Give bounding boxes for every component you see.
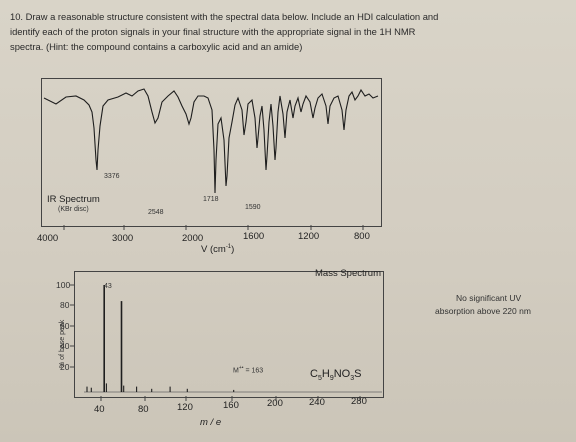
- ir-x-tick-label: 4000: [37, 233, 59, 244]
- ir-peak-label: 2548: [148, 209, 164, 216]
- uv-note-line-2: absorption above 220 nm: [435, 306, 531, 316]
- ms-x-tick-label: 240: [309, 397, 325, 408]
- ms-x-tick-label: 280: [351, 396, 367, 407]
- ms-x-tick-label: 120: [177, 402, 193, 413]
- ms-x-tick-label: 40: [94, 404, 105, 415]
- ms-peaks: [86, 285, 235, 392]
- ir-x-tick-label: 1200: [298, 231, 320, 242]
- ir-x-tick-label: 3000: [112, 233, 134, 244]
- question-text: 10. Draw a reasonable structure consiste…: [10, 9, 566, 54]
- ms-x-tick-label: 160: [223, 400, 239, 411]
- ir-spectrum-frame: [41, 78, 382, 227]
- ir-x-axis-label: V (cm-1): [201, 244, 235, 256]
- ms-molecular-formula: C5H9NO3S: [310, 368, 362, 383]
- ms-spectrum-frame: [74, 271, 384, 398]
- ir-peak-label: 3376: [104, 173, 120, 180]
- ir-trace: [43, 88, 379, 194]
- ms-x-tick-label: 80: [138, 404, 149, 415]
- ms-y-tick-label: 60: [60, 321, 70, 331]
- ms-title: Mass Spectrum: [315, 268, 381, 279]
- ms-y-tick-label: 100: [56, 280, 71, 290]
- ms-y-tick-label: 40: [60, 341, 70, 351]
- ir-x-tick-label: 800: [354, 231, 370, 242]
- ms-base-peak-label: 43: [104, 283, 112, 290]
- question-line-3: spectra. (Hint: the compound contains a …: [10, 41, 303, 52]
- question-line-2: identify each of the proton signals in y…: [10, 26, 416, 37]
- ir-peak-label: 1718: [203, 196, 219, 203]
- ms-x-tick-marks: [100, 396, 361, 401]
- ms-x-tick-label: 200: [267, 398, 283, 409]
- ir-x-tick-label: 1600: [243, 231, 265, 242]
- ms-x-axis-label: m / e: [200, 417, 222, 428]
- ir-subtitle: (KBr disc): [58, 206, 89, 213]
- ms-y-tick-label: 80: [60, 300, 70, 310]
- ir-x-tick-label: 2000: [182, 233, 204, 244]
- ms-y-tick-label: 20: [60, 362, 70, 372]
- ms-y-axis-label: % of base peak: [59, 319, 66, 368]
- uv-note-line-1: No significant UV: [456, 293, 522, 303]
- ir-peak-label: 1590: [245, 204, 261, 211]
- ir-x-tick-marks: [63, 225, 364, 230]
- ir-title: IR Spectrum: [47, 194, 100, 205]
- ms-y-tick-marks: [70, 284, 74, 368]
- ms-molecular-ion-label: M+• = 163: [233, 365, 264, 375]
- question-line-1: 10. Draw a reasonable structure consiste…: [10, 11, 439, 22]
